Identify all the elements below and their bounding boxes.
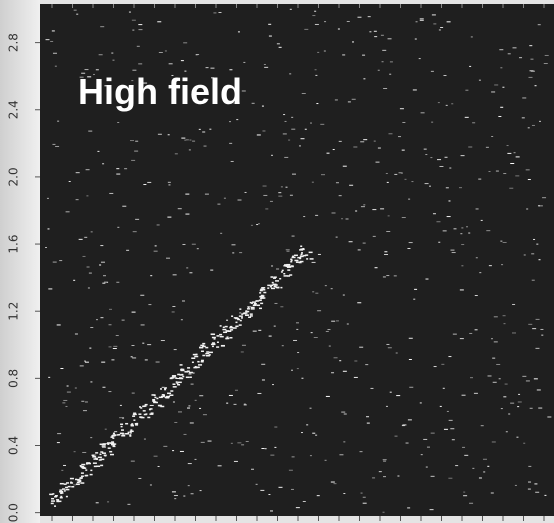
y-tick-label: 1.6 [7,235,21,254]
y-tick-label: 2.0 [7,167,21,186]
y-tick-label: 1.2 [7,302,21,321]
y-tick-label: 2.8 [7,33,21,52]
y-tick-label: 0.4 [7,436,21,455]
annotation: High field [78,71,242,112]
chart: High field 0.0 0.4 0.8 1.2 1.6 2.0 2.4 2.8 [0,0,554,523]
y-tick-label: 2.4 [7,100,21,119]
y-tick-label: 0.0 [7,503,21,522]
y-tick-label: 0.8 [7,369,21,388]
